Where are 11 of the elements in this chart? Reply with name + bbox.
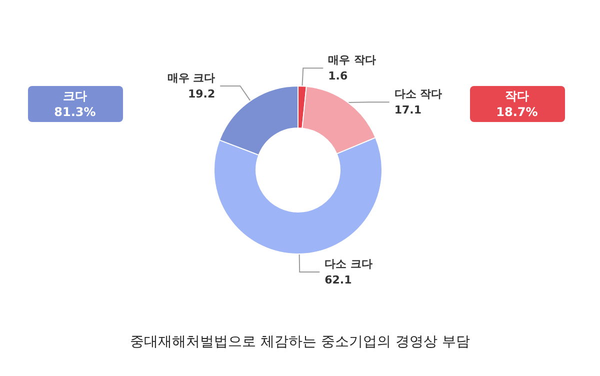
text: 작다 18.7%	[496, 89, 538, 119]
text: 중대재해처벌법으로 체감하는 중소기업의 경영상 부담	[130, 334, 470, 350]
data-label: 17.1	[394, 104, 422, 117]
data-label: 19.2	[188, 88, 216, 100]
slice-label: 매우 작다	[328, 54, 376, 67]
slice-label: 다소 작다	[394, 88, 442, 101]
slice-label: 매우 크다	[167, 72, 216, 84]
text: 크다 81.3%	[54, 89, 96, 119]
data-label: 62.1	[324, 273, 352, 286]
data-label: 1.6	[328, 70, 348, 83]
slice-label: 다소 크다	[324, 257, 372, 270]
